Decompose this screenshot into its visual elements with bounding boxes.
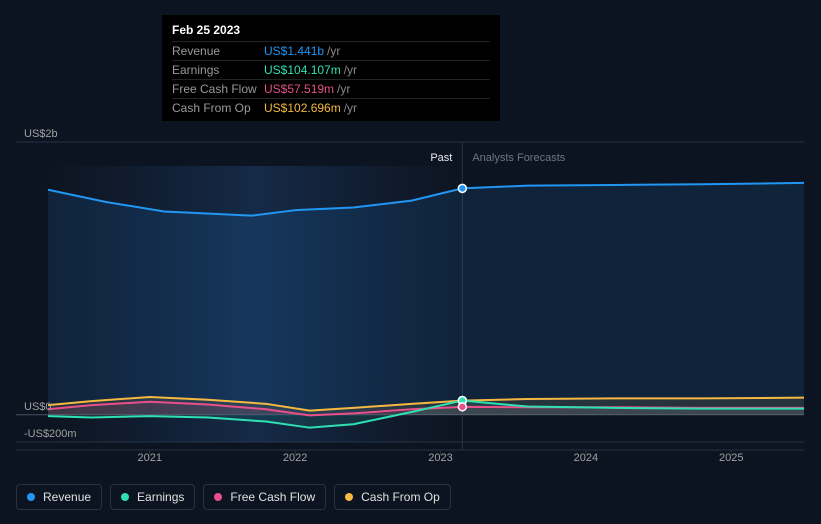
- y-axis-label: US$2b: [24, 128, 58, 140]
- x-axis-label: 2021: [138, 452, 162, 464]
- legend-item[interactable]: Free Cash Flow: [203, 484, 326, 510]
- legend-item[interactable]: Cash From Op: [334, 484, 451, 510]
- tooltip-key: Revenue: [172, 44, 264, 58]
- tooltip-key: Cash From Op: [172, 101, 264, 115]
- tooltip-date: Feb 25 2023: [172, 23, 490, 41]
- legend-item[interactable]: Revenue: [16, 484, 102, 510]
- past-label: Past: [430, 152, 452, 164]
- tooltip-key: Free Cash Flow: [172, 82, 264, 96]
- legend-dot-icon: [121, 493, 129, 501]
- chart-tooltip: Feb 25 2023 RevenueUS$1.441b/yrEarningsU…: [162, 15, 500, 121]
- tooltip-row: EarningsUS$104.107m/yr: [172, 60, 490, 79]
- x-axis-label: 2025: [719, 452, 743, 464]
- tooltip-value: US$1.441b: [264, 44, 324, 58]
- x-axis-label: 2023: [428, 452, 452, 464]
- tooltip-value: US$57.519m: [264, 82, 334, 96]
- tooltip-unit: /yr: [327, 44, 340, 58]
- x-axis-label: 2024: [574, 452, 598, 464]
- y-axis-label: US$0: [24, 401, 52, 413]
- legend-dot-icon: [27, 493, 35, 501]
- tooltip-value: US$102.696m: [264, 101, 341, 115]
- tooltip-unit: /yr: [344, 101, 357, 115]
- forecast-label: Analysts Forecasts: [472, 152, 565, 164]
- tooltip-unit: /yr: [337, 82, 350, 96]
- tooltip-row: RevenueUS$1.441b/yr: [172, 41, 490, 60]
- tooltip-row: Free Cash FlowUS$57.519m/yr: [172, 79, 490, 98]
- tooltip-key: Earnings: [172, 63, 264, 77]
- legend-dot-icon: [214, 493, 222, 501]
- legend-label: Revenue: [43, 490, 91, 504]
- legend-item[interactable]: Earnings: [110, 484, 195, 510]
- chart-legend: Revenue Earnings Free Cash Flow Cash From O…: [16, 484, 451, 510]
- legend-label: Cash From Op: [361, 490, 440, 504]
- y-axis-label: -US$200m: [24, 428, 77, 440]
- legend-dot-icon: [345, 493, 353, 501]
- tooltip-value: US$104.107m: [264, 63, 341, 77]
- tooltip-unit: /yr: [344, 63, 357, 77]
- legend-label: Earnings: [137, 490, 184, 504]
- x-axis-label: 2022: [283, 452, 307, 464]
- legend-label: Free Cash Flow: [230, 490, 315, 504]
- tooltip-row: Cash From OpUS$102.696m/yr: [172, 98, 490, 117]
